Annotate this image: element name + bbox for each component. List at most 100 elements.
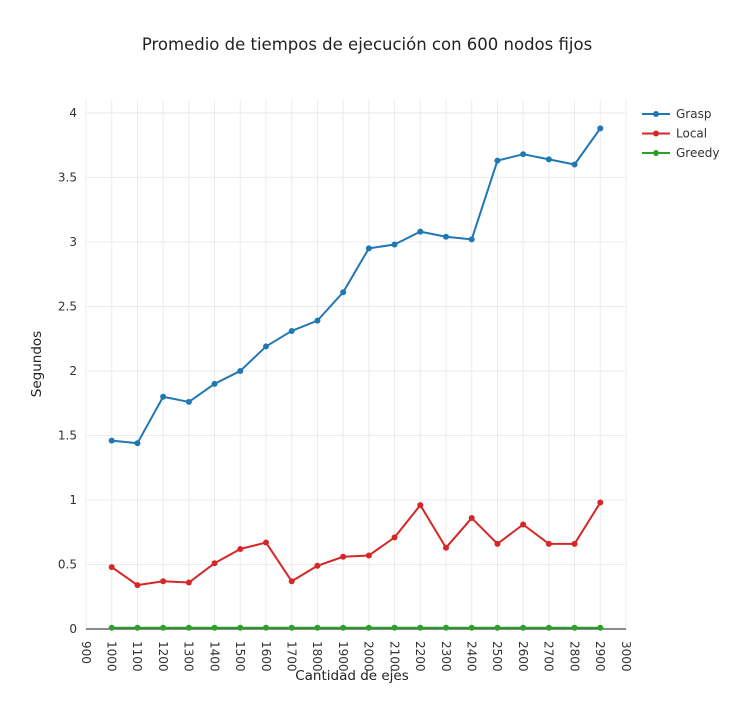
data-point[interactable] — [571, 624, 578, 631]
y-tick-label: 1 — [69, 493, 77, 507]
data-point[interactable] — [468, 624, 475, 631]
data-point[interactable] — [237, 367, 244, 374]
data-point[interactable] — [545, 540, 552, 547]
x-tick-label: 1500 — [233, 641, 247, 672]
y-axis-title: Segundos — [29, 331, 45, 397]
y-tick-label: 3.5 — [58, 170, 77, 184]
data-point[interactable] — [571, 161, 578, 168]
series-group — [108, 125, 604, 631]
data-point[interactable] — [211, 560, 218, 567]
data-point[interactable] — [443, 624, 449, 631]
x-axis-title: Cantidad de ejes — [295, 668, 409, 684]
data-point[interactable] — [417, 228, 424, 235]
x-tick-label: 2000 — [362, 641, 376, 672]
x-tick-label: 1900 — [336, 641, 350, 672]
series-local — [108, 499, 604, 589]
data-point[interactable] — [288, 578, 295, 585]
data-point[interactable] — [365, 552, 372, 559]
data-point[interactable] — [365, 624, 372, 631]
data-point[interactable] — [185, 579, 192, 586]
data-point[interactable] — [545, 624, 552, 631]
legend[interactable]: Grasp Local Greedy — [642, 107, 719, 160]
data-point[interactable] — [185, 398, 192, 405]
data-point[interactable] — [263, 343, 269, 350]
data-point[interactable] — [545, 156, 552, 163]
x-tick-label: 3000 — [619, 641, 633, 672]
data-point[interactable] — [314, 317, 321, 324]
data-point[interactable] — [237, 624, 244, 631]
data-point[interactable] — [211, 380, 218, 387]
data-point[interactable] — [468, 236, 475, 243]
data-point[interactable] — [340, 553, 347, 560]
x-tick-label: 2600 — [516, 641, 530, 672]
data-point[interactable] — [597, 624, 604, 631]
data-point[interactable] — [494, 540, 501, 547]
data-point[interactable] — [237, 546, 244, 553]
data-point[interactable] — [108, 437, 115, 444]
y-tick-label: 0.5 — [58, 557, 77, 571]
data-point[interactable] — [443, 544, 449, 551]
data-point[interactable] — [185, 624, 192, 631]
data-point[interactable] — [160, 393, 167, 400]
x-tick-label: 900 — [79, 641, 93, 664]
legend-item-greedy[interactable]: Greedy — [642, 146, 719, 160]
data-point[interactable] — [597, 499, 604, 506]
y-tick-label: 2.5 — [58, 299, 77, 313]
data-point[interactable] — [340, 624, 347, 631]
data-point[interactable] — [443, 233, 449, 240]
chart-title: Promedio de tiempos de ejecución con 600… — [142, 35, 592, 54]
data-point[interactable] — [520, 624, 527, 631]
x-tick-label: 2500 — [490, 641, 504, 672]
x-tick-label: 2100 — [387, 641, 401, 672]
data-point[interactable] — [597, 125, 604, 132]
data-point[interactable] — [468, 515, 475, 522]
y-tick-label: 1.5 — [58, 428, 77, 442]
x-tick-label: 2400 — [465, 641, 479, 672]
y-tick-label: 4 — [69, 106, 77, 120]
series-grasp — [108, 125, 604, 447]
data-point[interactable] — [520, 521, 527, 528]
data-point[interactable] — [263, 624, 269, 631]
data-point[interactable] — [263, 539, 269, 546]
data-point[interactable] — [314, 562, 321, 569]
legend-item-grasp[interactable]: Grasp — [642, 107, 711, 121]
data-point[interactable] — [160, 624, 167, 631]
legend-item-local[interactable]: Local — [642, 127, 707, 141]
x-tick-label: 1300 — [182, 641, 196, 672]
data-point[interactable] — [288, 624, 295, 631]
data-point[interactable] — [571, 540, 578, 547]
data-point[interactable] — [417, 624, 424, 631]
data-point[interactable] — [365, 245, 372, 252]
y-tick-label: 3 — [69, 235, 77, 249]
legend-label: Grasp — [676, 107, 711, 121]
data-point[interactable] — [134, 440, 141, 447]
x-tick-label: 1200 — [156, 641, 170, 672]
data-point[interactable] — [134, 624, 141, 631]
data-point[interactable] — [108, 624, 115, 631]
data-point[interactable] — [340, 289, 347, 296]
x-tick-label: 2900 — [593, 641, 607, 672]
series-greedy — [108, 624, 604, 631]
data-point[interactable] — [314, 624, 321, 631]
data-point[interactable] — [108, 564, 115, 571]
data-point[interactable] — [211, 624, 218, 631]
data-point[interactable] — [520, 151, 527, 158]
series-line-grasp — [111, 127, 602, 445]
x-tick-label: 1600 — [259, 641, 273, 672]
data-point[interactable] — [417, 502, 424, 509]
legend-marker — [653, 150, 659, 156]
data-point[interactable] — [391, 624, 398, 631]
data-point[interactable] — [391, 534, 398, 541]
data-point[interactable] — [288, 327, 295, 334]
x-tick-label: 1400 — [207, 641, 221, 672]
data-point[interactable] — [494, 157, 501, 164]
data-point[interactable] — [160, 578, 167, 585]
data-point[interactable] — [134, 582, 141, 589]
x-tick-label: 2300 — [439, 641, 453, 672]
data-point[interactable] — [391, 241, 398, 248]
data-point[interactable] — [494, 624, 501, 631]
x-tick-label: 1000 — [105, 641, 119, 672]
grid-lines — [85, 100, 627, 629]
